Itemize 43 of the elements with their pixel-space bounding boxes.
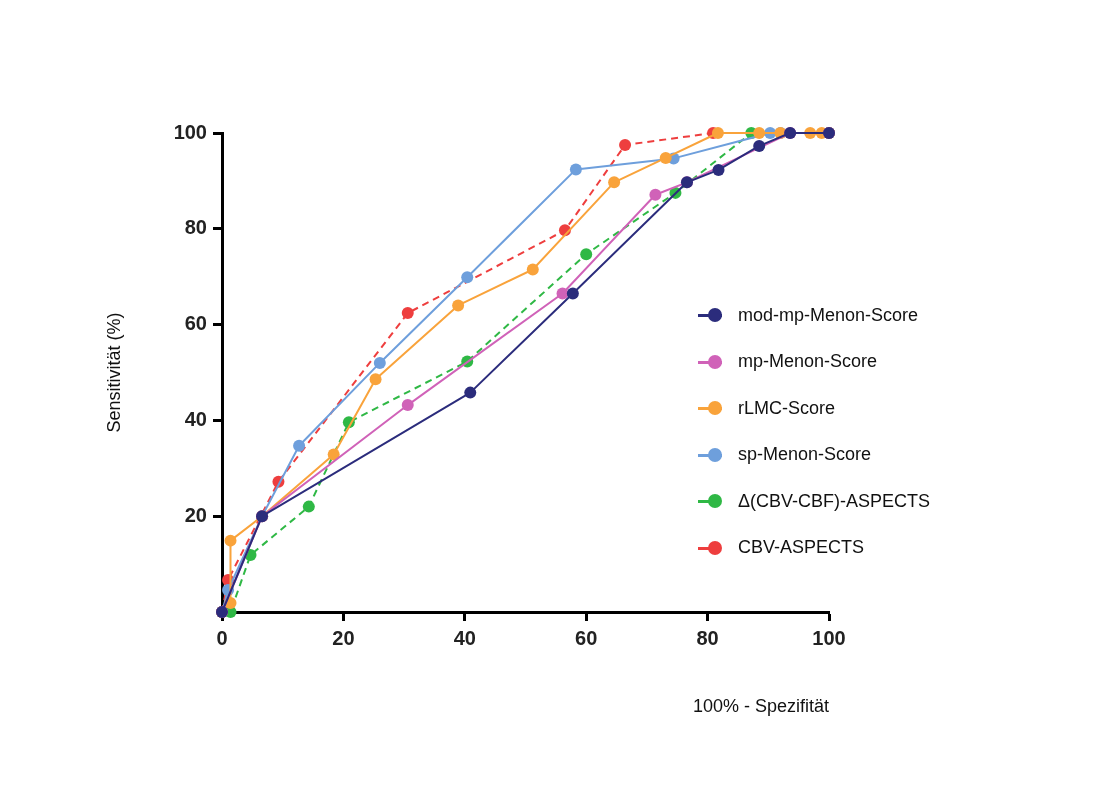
point (569, 163, 582, 176)
x-tick-label: 100 (812, 626, 846, 649)
x-tick-label: 80 (696, 626, 719, 649)
point (556, 287, 569, 300)
point (401, 307, 414, 320)
point (373, 356, 386, 369)
legend-label: CBV-ASPECTS (738, 537, 865, 559)
legend-label: sp-Menon-Score (738, 444, 872, 466)
point (369, 373, 382, 386)
point (753, 139, 766, 152)
point (224, 534, 237, 547)
point (566, 287, 579, 300)
x-axis-title: 100% - Spezifität (692, 696, 829, 717)
point (464, 386, 477, 399)
point (619, 138, 632, 151)
point (753, 127, 766, 139)
legend-label: mod-mp-Menon-Score (738, 304, 919, 326)
x-tick-label: 20 (332, 626, 355, 649)
legend-label: rLMC-Score (738, 397, 836, 419)
point (659, 151, 672, 164)
point (711, 127, 724, 139)
point (452, 299, 465, 312)
legend-label: mp-Menon-Score (738, 351, 878, 373)
point (302, 500, 315, 513)
y-tick-label: 80 (184, 216, 207, 239)
point (401, 399, 414, 412)
point (327, 448, 340, 461)
x-tick-label: 40 (453, 626, 476, 649)
x-tick-label: 0 (216, 626, 228, 649)
y-tick-label: 40 (184, 407, 207, 430)
y-tick-label: 60 (184, 312, 207, 335)
point (712, 163, 725, 176)
x-tick-label: 60 (575, 626, 598, 649)
point (526, 263, 539, 276)
y-tick-label: 20 (184, 503, 207, 526)
point (293, 439, 306, 452)
point (580, 248, 593, 261)
point (649, 188, 662, 201)
point (461, 271, 474, 284)
y-tick-label: 100 (173, 120, 207, 143)
point (608, 176, 621, 189)
legend-label: Δ(CBV-CBF)-ASPECTS (738, 490, 931, 512)
y-axis-title: Sensitivität (%) (103, 312, 124, 433)
